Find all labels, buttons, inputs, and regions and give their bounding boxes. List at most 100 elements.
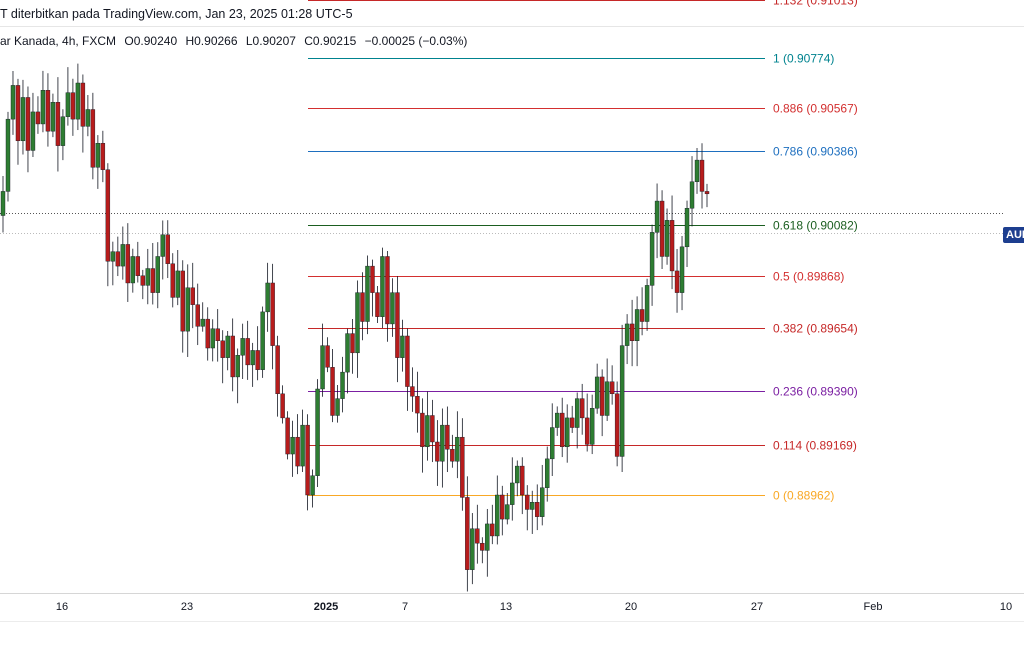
candle [465, 476, 470, 592]
candle-body [420, 412, 425, 448]
candle [385, 251, 390, 342]
candle [460, 418, 465, 511]
candle-body [215, 328, 220, 342]
candle [619, 324, 625, 472]
candle-body [445, 424, 450, 450]
close-value: C0.90215 [304, 34, 357, 48]
candle [30, 92, 36, 157]
candle-body [594, 376, 600, 409]
time-tick-label: 10 [1000, 601, 1012, 613]
candle [315, 379, 320, 487]
candle-body [260, 311, 265, 370]
candle [335, 385, 340, 423]
current-price-line [0, 213, 1024, 234]
candle-body [300, 424, 305, 467]
candle-body [325, 345, 330, 368]
candle-body [55, 102, 61, 146]
fib-label-0.886: 0.886 (0.90567) [773, 102, 858, 116]
candle [180, 260, 185, 353]
candle-body [200, 318, 205, 327]
candle-body [100, 143, 106, 170]
time-axis[interactable]: 16 23 2025 7 13 20 27 Feb 10 [56, 601, 1012, 613]
candle-body [280, 393, 285, 419]
candle [639, 287, 645, 336]
candle-body [70, 92, 76, 120]
candle-body [679, 246, 685, 293]
candle-body [340, 371, 345, 399]
candle [75, 63, 81, 131]
fib-label-0.236: 0.236 (0.89390) [773, 385, 858, 399]
candle-body [415, 396, 420, 414]
candle [55, 77, 61, 172]
fib-label-0.618: 0.618 (0.90082) [773, 219, 858, 233]
candle [230, 318, 235, 392]
candle [40, 70, 46, 133]
candle [704, 183, 710, 208]
candle-body [460, 436, 465, 498]
candle-body [155, 256, 160, 293]
candle-body [210, 328, 215, 349]
candle-body [520, 465, 525, 496]
candle-body [205, 318, 210, 349]
candle-body [589, 408, 595, 445]
fibonacci-retracement[interactable]: 1.132 (0.91013) 1 (0.90774) 0.886 (0.90567… [308, 0, 858, 503]
candle [100, 130, 106, 183]
time-tick-label: 27 [751, 601, 763, 613]
candle [45, 73, 51, 147]
time-tick-label: 23 [181, 601, 193, 613]
candle [310, 469, 315, 508]
candle [200, 302, 205, 332]
candle-body [135, 256, 141, 276]
candle [155, 242, 160, 309]
candle [584, 393, 590, 452]
candle [175, 249, 180, 306]
low-value: L0.90207 [245, 34, 296, 48]
candle [60, 109, 66, 161]
candle [644, 278, 650, 331]
change-value: −0.00025 (−0.03%) [364, 34, 468, 48]
candle [185, 264, 190, 357]
candle [280, 385, 285, 424]
candle-body [185, 287, 190, 332]
candle [150, 242, 155, 305]
fib-label-1: 1 (0.90774) [773, 52, 834, 66]
candle [130, 248, 136, 293]
candle-body [555, 412, 560, 428]
candle [105, 163, 111, 287]
candle [340, 356, 345, 413]
candle [689, 156, 695, 227]
candle [170, 253, 175, 308]
candle-body [694, 159, 700, 182]
candle [15, 78, 21, 165]
candle [659, 190, 665, 269]
candle [679, 236, 685, 311]
candle [245, 320, 250, 380]
symbol-label[interactable]: ar Kanada, 4h, FXCM [0, 34, 117, 48]
fib-label-0.786: 0.786 (0.90386) [773, 145, 858, 159]
candle-body [295, 436, 300, 467]
candle-body [689, 181, 695, 209]
candle [515, 460, 520, 497]
candle-body [525, 494, 530, 510]
candle-body [654, 200, 660, 233]
candle [380, 247, 385, 329]
candle [390, 278, 395, 337]
candle [95, 135, 101, 189]
candle [255, 326, 260, 381]
candle-body [639, 309, 645, 322]
candle [485, 508, 490, 577]
candle [400, 319, 405, 372]
candle [490, 504, 495, 545]
fib-label-0.382: 0.382 (0.89654) [773, 322, 858, 336]
candle-body [105, 169, 111, 262]
candle [445, 406, 450, 473]
candle-body [410, 386, 415, 397]
candle [430, 399, 435, 463]
candle [475, 504, 480, 564]
candle-body [475, 528, 480, 544]
candle-body [505, 504, 510, 520]
candle-body [120, 244, 126, 267]
candle [674, 248, 680, 313]
candle-body [375, 292, 380, 317]
